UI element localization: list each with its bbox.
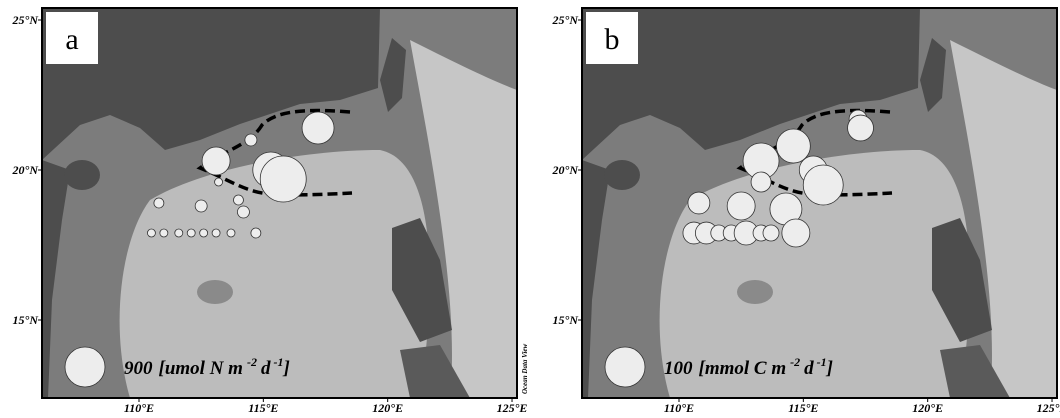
bubble	[211, 228, 221, 238]
y-tick-label: 20°N	[552, 163, 580, 177]
bubble	[847, 114, 874, 142]
bubble	[159, 228, 169, 238]
y-tick-label: 25°N	[12, 13, 40, 27]
bubble	[244, 133, 258, 147]
bubble	[726, 191, 756, 221]
y-tick-label: 20°N	[12, 163, 40, 177]
x-tick-label: 120°E	[912, 401, 943, 415]
x-tick-label: 115°E	[788, 401, 818, 415]
frame	[581, 7, 1058, 399]
legend-label: 100 [mmol C m -2 d -1]	[664, 355, 833, 379]
x-tick-label: 125°E	[1037, 401, 1060, 415]
legend-value: 100	[664, 358, 693, 379]
bubble	[226, 228, 236, 238]
watermark: Ocean Data View	[521, 344, 529, 394]
x-tick-label: 110°E	[664, 401, 694, 415]
legend-unit-exp: -2	[247, 355, 257, 369]
x-tick-label: 125°E	[497, 401, 528, 415]
legend-unit: d	[261, 358, 271, 379]
bubble	[233, 194, 244, 206]
legend-value: 900	[124, 358, 153, 379]
map-background	[42, 8, 517, 398]
y-tick-label: 25°N	[552, 13, 580, 27]
bubble	[237, 205, 250, 219]
legend-unit: [mmol C m	[699, 358, 787, 379]
bubble	[259, 155, 307, 203]
bubble	[153, 197, 165, 209]
bubble	[147, 228, 156, 238]
bubble	[250, 227, 262, 239]
y-tick-label: 15°N	[13, 313, 40, 327]
bubble	[199, 228, 209, 238]
bubble	[687, 191, 711, 215]
legend-bubble	[604, 346, 646, 388]
bubble	[776, 128, 811, 164]
x-tick-label: 115°E	[248, 401, 278, 415]
legend-unit-exp: -2	[790, 355, 800, 369]
panel: 110°E 115°E 120°E 125°E 15°N 20°N 25°N b 100 [mmo…	[552, 7, 1060, 415]
legend-bubble	[64, 346, 106, 388]
frame	[41, 7, 518, 399]
bubble	[762, 224, 780, 242]
bubble	[174, 228, 184, 238]
bubble	[802, 164, 844, 206]
legend-unit: d	[804, 358, 814, 379]
x-tick-label: 110°E	[124, 401, 154, 415]
legend-label: 900 [umol N m -2 d -1]	[124, 355, 290, 379]
panel: 110°E 115°E 120°E 125°E 15°N 20°N 25°N a 900 [umo…	[12, 7, 529, 415]
bubble	[750, 171, 772, 193]
bubble	[186, 228, 196, 238]
bubble	[781, 218, 811, 248]
y-tick-label: 15°N	[553, 313, 580, 327]
legend-unit-exp: -1	[273, 355, 283, 369]
legend-unit: ]	[282, 358, 289, 379]
bubble	[301, 111, 335, 145]
panel-label-box	[46, 12, 98, 64]
legend-unit-exp: -1	[817, 355, 827, 369]
legend-unit: [umol N m	[159, 358, 243, 379]
bubble	[194, 199, 208, 213]
panel-label: b	[605, 23, 620, 56]
panel-label-box	[586, 12, 638, 64]
bubble	[214, 177, 223, 187]
panel-label: a	[65, 23, 78, 56]
legend-unit: ]	[826, 358, 833, 379]
bubble	[201, 146, 231, 176]
x-tick-label: 120°E	[372, 401, 403, 415]
